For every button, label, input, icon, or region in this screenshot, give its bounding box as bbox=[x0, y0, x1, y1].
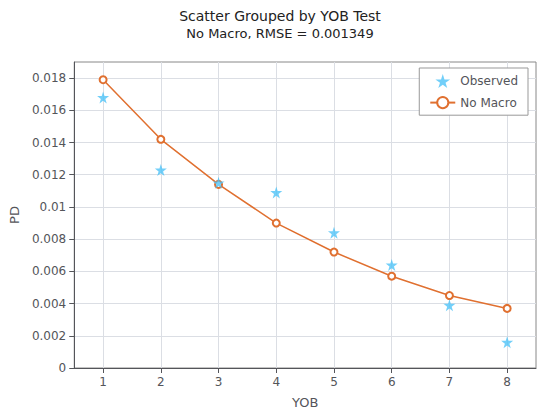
svg-text:4: 4 bbox=[272, 375, 280, 389]
svg-text:0.01: 0.01 bbox=[40, 200, 67, 214]
svg-text:No Macro, RMSE = 0.001349: No Macro, RMSE = 0.001349 bbox=[186, 26, 373, 41]
svg-text:Observed: Observed bbox=[460, 74, 518, 88]
svg-text:0.008: 0.008 bbox=[32, 232, 66, 246]
svg-text:2: 2 bbox=[157, 375, 165, 389]
svg-text:0: 0 bbox=[59, 361, 67, 375]
svg-text:5: 5 bbox=[330, 375, 338, 389]
svg-text:0.016: 0.016 bbox=[32, 103, 66, 117]
svg-text:0.018: 0.018 bbox=[32, 71, 66, 85]
svg-text:YOB: YOB bbox=[291, 395, 318, 410]
svg-text:0.002: 0.002 bbox=[32, 329, 66, 343]
svg-text:8: 8 bbox=[503, 375, 511, 389]
svg-text:0.012: 0.012 bbox=[32, 168, 66, 182]
svg-text:1: 1 bbox=[99, 375, 107, 389]
svg-text:7: 7 bbox=[446, 375, 454, 389]
svg-text:0.014: 0.014 bbox=[32, 136, 66, 150]
svg-text:3: 3 bbox=[215, 375, 223, 389]
svg-text:0.004: 0.004 bbox=[32, 297, 66, 311]
svg-text:Scatter Grouped by YOB Test: Scatter Grouped by YOB Test bbox=[179, 8, 381, 24]
svg-text:0.006: 0.006 bbox=[32, 264, 66, 278]
svg-text:6: 6 bbox=[388, 375, 396, 389]
svg-text:PD: PD bbox=[7, 206, 22, 224]
svg-text:No Macro: No Macro bbox=[460, 96, 516, 110]
